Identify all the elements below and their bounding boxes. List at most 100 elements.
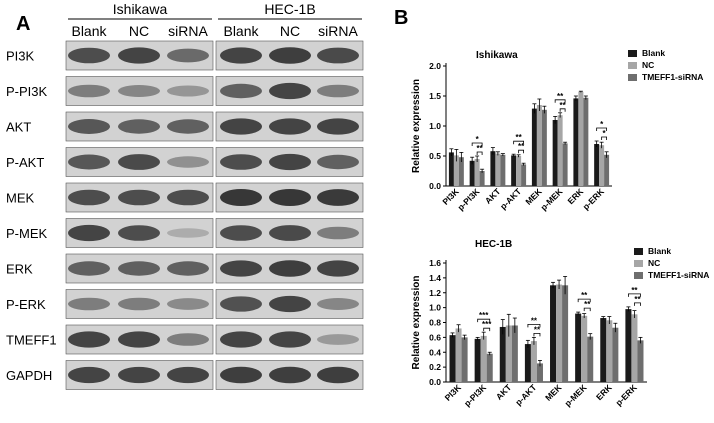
band-tmeff1-g2-l2 [269,331,311,348]
significance-label: * [603,129,607,138]
band-mek-g1-l3 [167,189,209,206]
band-mek-g2-l2 [269,188,311,207]
band-tmeff1-g1-l3 [167,333,209,346]
significance-label: ** [631,286,638,295]
band-p-akt-g2-l2 [269,153,311,171]
y-tick-label: 0.4 [429,347,441,357]
chart-hec-1b: HEC-1B Relative expression 0.0 0.2 0.4 0.6 0.8… [411,239,709,408]
band-erk-g1-l2 [118,261,160,276]
significance-bracket [483,327,491,332]
significance-label: ** [557,92,564,101]
band-gapdh-g1-l2 [118,366,160,384]
significance-label: ** [531,316,538,325]
significance-bracket [628,293,641,297]
bar-pi3k-tmeff1-sirna [458,157,464,186]
band-tmeff1-g1-l2 [118,331,160,348]
bar-akt-blank [499,326,506,382]
bar-erk-nc [606,320,613,382]
y-tick-label: 1.0 [429,303,441,313]
significance-label: ** [584,300,591,309]
band-p-pi3k-g2-l2 [269,82,311,100]
lane-label-nc-2: NC [280,23,300,39]
band-gapdh-g2-l1 [220,366,262,384]
significance-label: ** [516,133,523,142]
chart-ishikawa: Ishikawa Relative expression 0.0 0.5 1.0 1.5 2… [411,48,703,212]
bar-akt-tmeff1-sirna [511,325,518,382]
y-tick-label: 0.0 [429,377,441,387]
band-pi3k-g2-l2 [269,47,311,64]
legend-label-tmeff1-sirna: TMEFF1-siRNA [642,72,703,82]
significance-bracket [601,136,608,140]
bar-p-mek-nc [581,315,588,382]
blot-label-p-mek: P-MEK [6,226,48,241]
band-p-akt-g2-l1 [220,154,262,170]
bar-pi3k-blank [449,335,456,382]
significance-bracket [559,108,566,112]
significance-bracket [471,142,483,146]
x-tick-label-p-mek: p-MEK [538,186,565,213]
bar-p-akt-blank [511,155,517,186]
significance-label: ** [559,101,566,110]
group-label-ishikawa: Ishikawa [113,1,168,17]
bar-erk-tmeff1-sirna [583,97,589,186]
band-p-akt-g1-l2 [118,154,160,170]
blot-label-tmeff1: TMEFF1 [6,333,57,348]
x-tick-label-p-pi3k: p-PI3K [455,186,482,213]
significance-label: * [476,135,480,144]
x-tick-label-p-pi3k: p-PI3K [462,382,489,409]
significance-label: ** [518,142,525,151]
western-blot-panel: PI3K P-PI3K AKT P-AKT MEK P-MEK ERK P-ERK TMEFF1… [6,40,364,390]
band-mek-g1-l1 [68,189,110,206]
bar-p-erk-tmeff1-sirna [604,154,610,186]
band-pi3k-g1-l2 [118,47,160,64]
x-tick-label-akt: AKT [494,382,514,402]
lane-label-blank-2: Blank [223,23,259,39]
blot-label-gapdh: GAPDH [6,368,52,383]
bar-mek-tmeff1-sirna [562,285,569,382]
bar-p-mek-blank [552,120,558,186]
bar-erk-blank [600,318,607,382]
band-akt-g1-l2 [118,119,160,134]
panel-a-label: A [16,13,30,35]
y-tick-label: 0.5 [429,151,441,161]
band-p-mek-g1-l3 [167,228,209,238]
x-tick-label-p-akt: p-AKT [498,186,524,212]
y-tick-label: 1.6 [429,258,441,268]
band-gapdh-g1-l3 [167,366,209,384]
legend-label-blank: Blank [648,246,671,256]
band-erk-g2-l3 [317,260,359,277]
group-label-hec1b: HEC-1B [264,1,315,17]
legend-label-tmeff1-sirna: TMEFF1-siRNA [648,270,709,280]
significance-bracket [476,151,483,155]
y-tick-label: 2.0 [429,61,441,71]
band-akt-g2-l1 [220,118,262,135]
significance-label: *** [479,311,489,320]
band-mek-g2-l1 [220,188,262,207]
band-p-erk-g1-l3 [167,298,209,310]
y-tick-label: 1.2 [429,288,441,298]
significance-bracket [554,99,566,103]
band-pi3k-g2-l3 [317,47,359,64]
band-p-mek-g1-l1 [68,224,110,242]
band-p-erk-g2-l3 [317,298,359,310]
x-tick-label-erk: ERK [594,382,614,402]
band-akt-g1-l1 [68,119,110,134]
band-p-erk-g1-l2 [118,297,160,311]
bar-p-akt-blank [524,344,531,382]
bar-p-mek-nc [557,115,563,186]
band-gapdh-g2-l2 [269,366,311,384]
bar-erk-nc [578,91,584,186]
band-mek-g2-l3 [317,189,359,206]
x-tick-label-p-erk: p-ERK [581,186,607,212]
significance-label: *** [482,320,492,329]
x-tick-label-mek: MEK [543,382,564,403]
y-tick-label: 0.8 [429,318,441,328]
legend-label-blank: Blank [642,48,665,58]
bar-erk-blank [573,98,579,186]
bar-pi3k-nc [453,155,459,186]
significance-bracket [513,140,525,145]
bar-erk-tmeff1-sirna [612,327,619,382]
bar-p-pi3k-tmeff1-sirna [479,171,485,186]
y-axis-label: Relative expression [411,276,422,370]
legend-swatch-tmeff1-sirna [634,272,643,279]
